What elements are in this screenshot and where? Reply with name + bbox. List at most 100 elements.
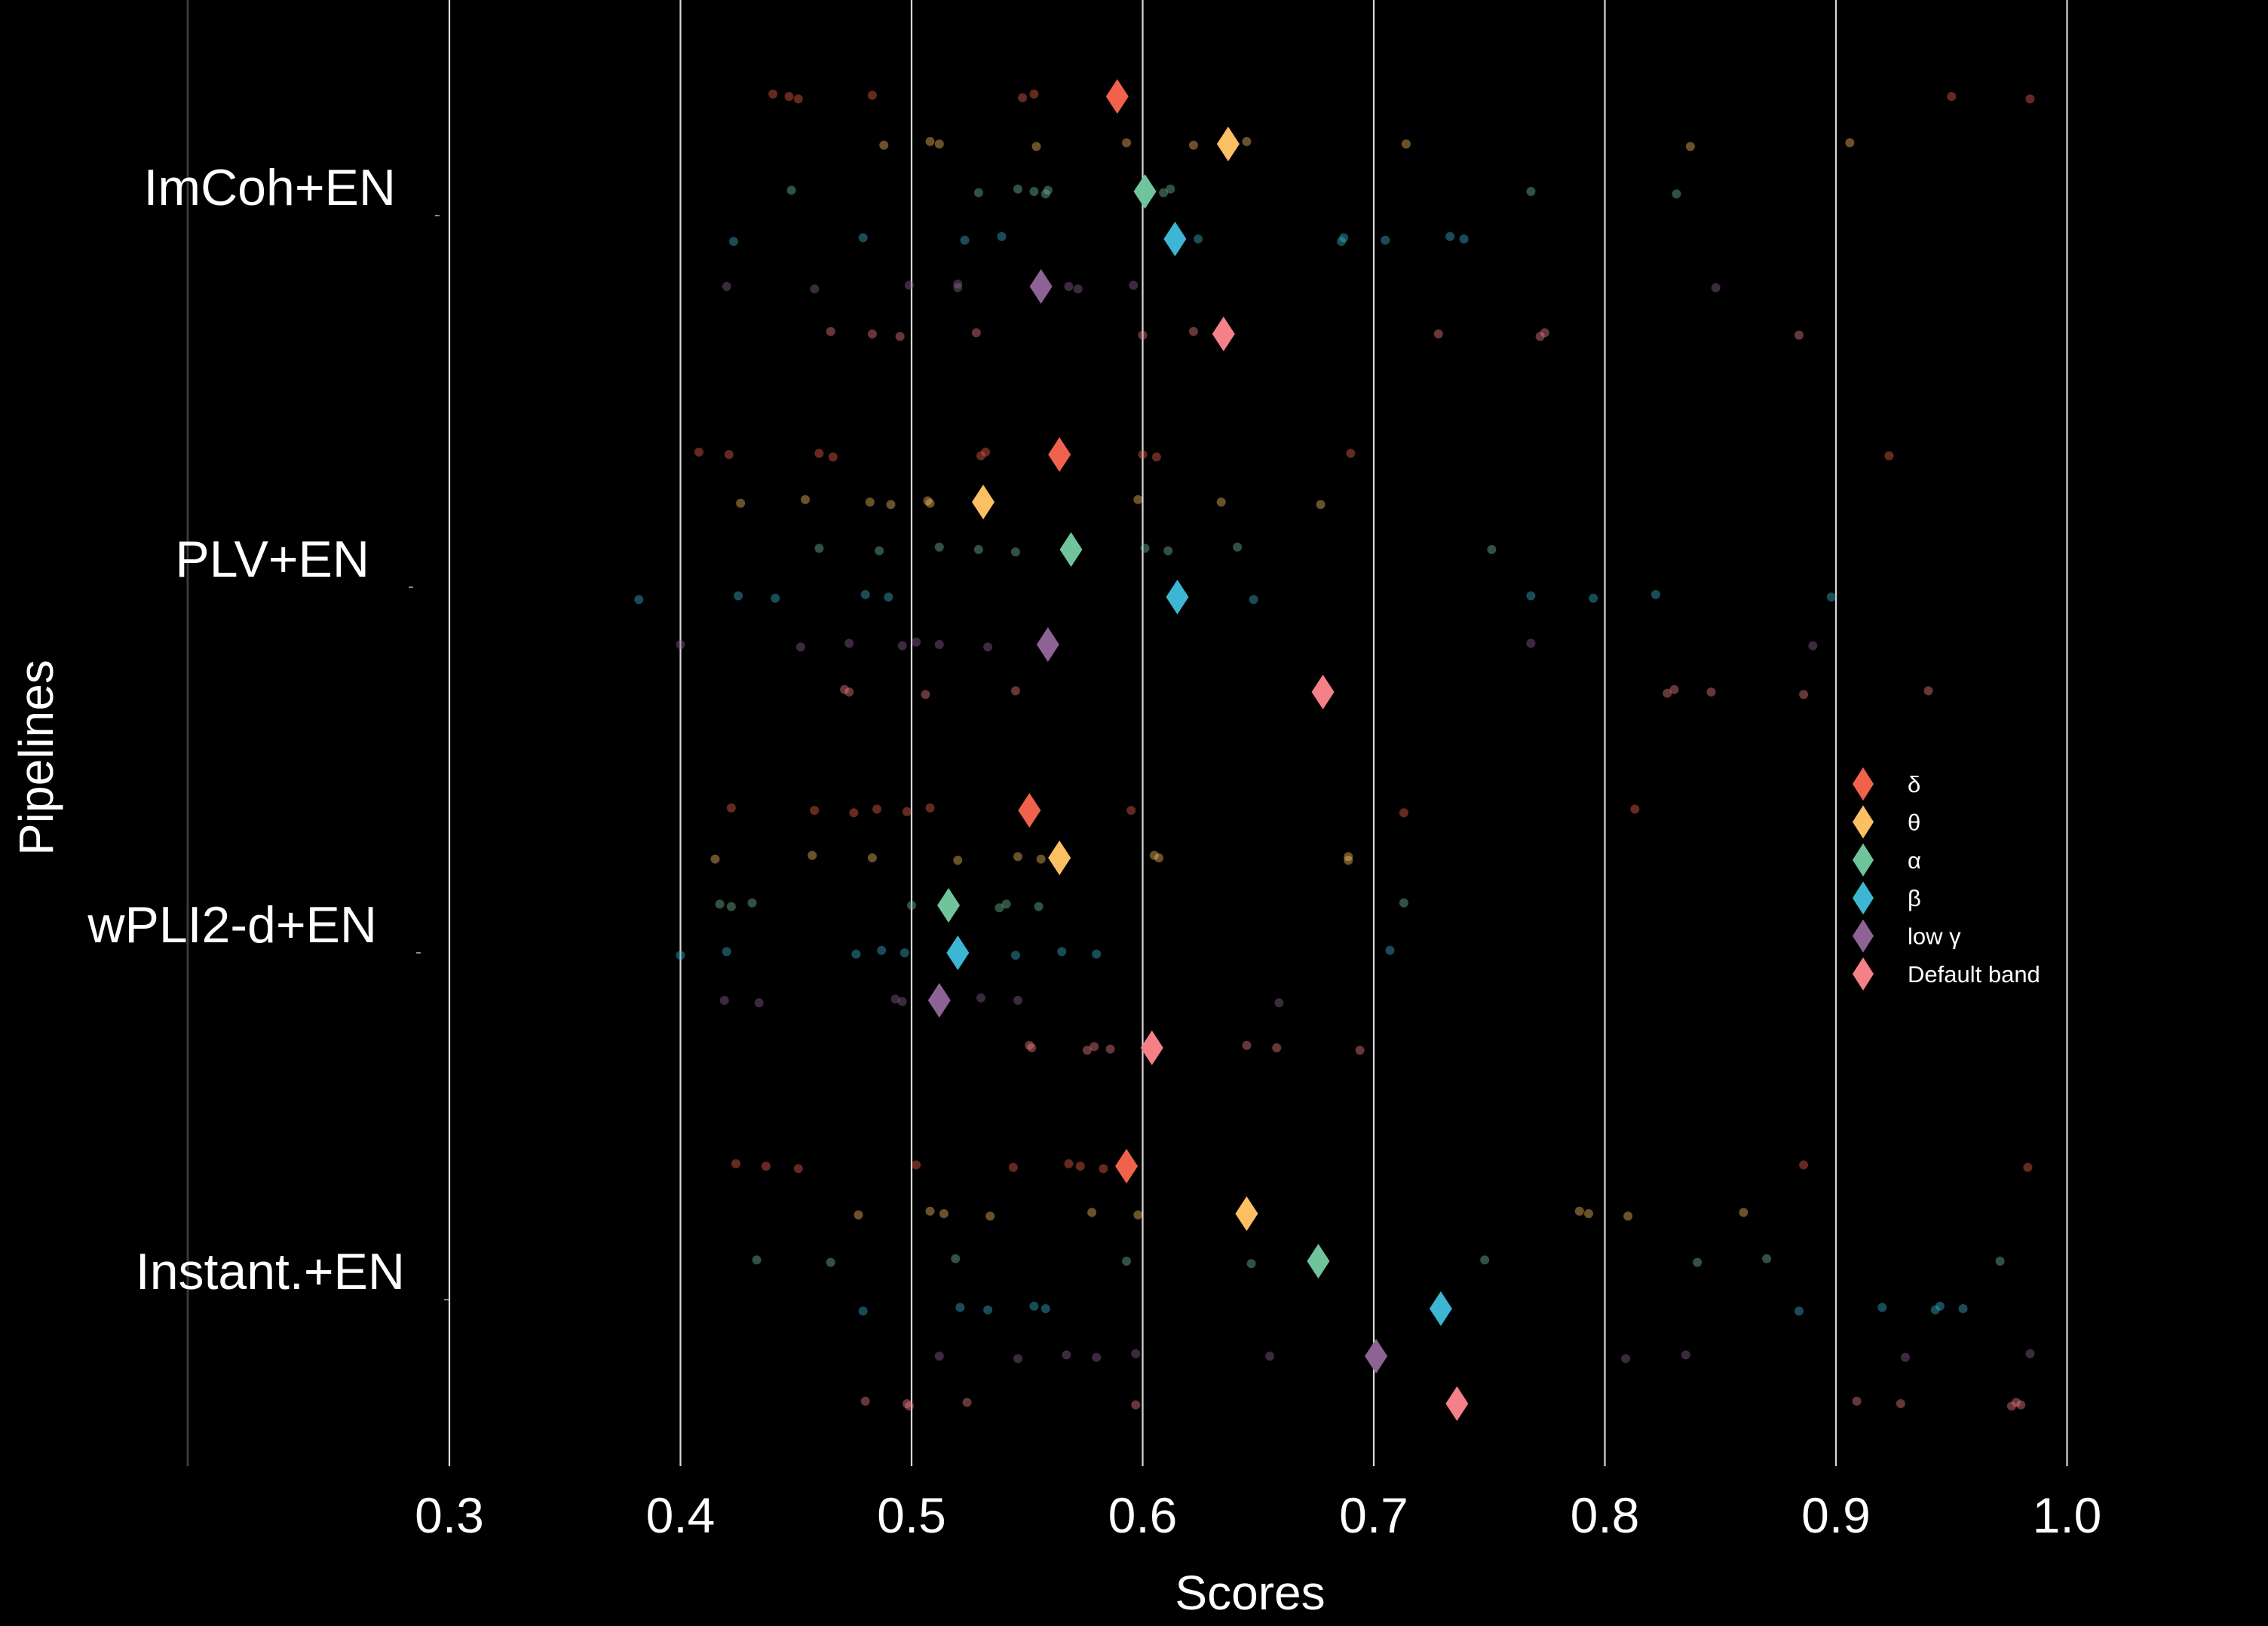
mean-marker <box>1311 675 1335 709</box>
data-point <box>985 1211 995 1221</box>
data-point <box>826 326 835 336</box>
data-point <box>1401 139 1411 149</box>
data-point <box>912 1160 921 1170</box>
data-point <box>1242 1040 1252 1050</box>
data-point <box>1013 184 1022 194</box>
data-point <box>858 233 868 243</box>
data-point <box>877 945 887 955</box>
data-point <box>860 589 870 599</box>
data-point <box>1122 138 1132 148</box>
data-point <box>719 996 729 1005</box>
data-point <box>1650 589 1660 599</box>
data-point <box>981 447 991 457</box>
data-point <box>2023 1162 2033 1172</box>
data-point <box>676 951 685 960</box>
data-point <box>793 1164 803 1174</box>
data-point <box>1337 237 1347 247</box>
data-point <box>925 136 935 146</box>
data-point <box>1105 1044 1115 1054</box>
data-point <box>736 498 746 508</box>
mean-marker <box>972 485 995 519</box>
data-point <box>1589 593 1598 603</box>
legend-label: Default band <box>1908 961 2040 988</box>
data-point <box>2012 1398 2021 1407</box>
data-point <box>1194 234 1203 243</box>
data-point <box>884 593 893 602</box>
mean-marker <box>946 935 970 970</box>
legend-marker <box>1853 843 1874 877</box>
category-label: PLV+EN <box>175 531 369 588</box>
data-point <box>867 90 877 100</box>
data-point <box>731 1159 741 1168</box>
data-point <box>904 1401 914 1411</box>
data-point <box>1845 138 1855 148</box>
mean-marker <box>1048 841 1071 875</box>
data-point <box>2016 1400 2026 1410</box>
data-point <box>1149 850 1159 860</box>
data-point <box>1685 142 1695 152</box>
data-point <box>1087 1208 1097 1217</box>
mean-marker <box>1115 1149 1139 1184</box>
jitter-points <box>634 89 2035 1411</box>
data-point <box>1711 283 1721 292</box>
data-point <box>1433 329 1443 338</box>
data-point <box>1034 902 1044 911</box>
data-point <box>934 1352 944 1361</box>
data-point <box>1399 898 1408 908</box>
data-point <box>879 140 889 150</box>
data-point <box>1041 1304 1050 1313</box>
data-point <box>904 280 914 290</box>
legend-label: θ <box>1908 809 1920 835</box>
data-point <box>1663 688 1672 698</box>
data-point <box>722 282 731 291</box>
data-point <box>960 235 970 245</box>
data-point <box>1122 1257 1132 1266</box>
data-point <box>867 329 877 338</box>
data-point <box>1995 1257 2005 1266</box>
data-point <box>844 638 854 648</box>
x-tick-labels: 0.3 0.4 0.5 0.6 0.7 0.8 0.9 1.0 <box>415 1487 2101 1543</box>
data-point <box>1672 189 1681 199</box>
data-point <box>1681 1350 1690 1360</box>
legend-label: α <box>1908 847 1921 874</box>
data-point <box>976 993 985 1003</box>
data-point <box>1027 1043 1037 1052</box>
data-point <box>1896 1399 1905 1408</box>
data-point <box>849 808 859 818</box>
data-point <box>814 449 824 458</box>
data-point <box>953 279 963 289</box>
data-point <box>726 803 736 813</box>
mean-marker <box>1166 580 1189 614</box>
data-point <box>886 500 896 510</box>
category-label: Instant.+EN <box>136 1243 405 1300</box>
data-point <box>858 1306 868 1316</box>
gridlines <box>448 0 2068 1466</box>
data-point <box>921 690 930 700</box>
data-point <box>1031 142 1041 152</box>
data-point <box>634 595 644 605</box>
data-point <box>1799 1160 1809 1170</box>
data-point <box>814 544 824 553</box>
data-point <box>726 902 736 911</box>
data-point <box>1621 1354 1631 1364</box>
data-point <box>1010 951 1020 960</box>
data-point <box>1526 187 1536 196</box>
legend-label: δ <box>1908 771 1920 798</box>
mean-marker <box>1212 317 1235 351</box>
data-point <box>1584 1209 1594 1218</box>
data-point <box>1129 280 1139 290</box>
data-point <box>1339 233 1349 243</box>
data-point <box>1923 686 1933 696</box>
data-point <box>1355 1046 1365 1055</box>
data-point <box>754 998 764 1008</box>
data-point <box>872 804 882 814</box>
data-point <box>1399 808 1408 818</box>
data-point <box>1140 544 1150 553</box>
data-point <box>912 637 921 647</box>
data-point <box>676 640 685 649</box>
x-tick-label: 0.5 <box>877 1487 946 1543</box>
data-point <box>1630 804 1640 814</box>
data-point <box>715 899 725 909</box>
data-point <box>983 1305 993 1315</box>
data-point <box>1246 1259 1256 1269</box>
